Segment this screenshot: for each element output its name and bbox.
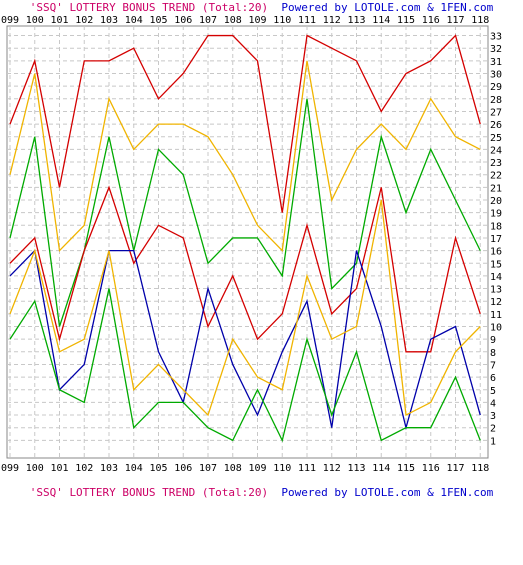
x-tick-label-bottom: 116	[422, 463, 440, 474]
y-tick-label: 1	[490, 436, 496, 447]
x-tick-label-bottom: 103	[100, 463, 118, 474]
x-tick-label-top: 118	[471, 15, 489, 26]
x-tick-label-bottom: 102	[75, 463, 93, 474]
y-tick-label: 9	[490, 335, 496, 346]
y-tick-label: 24	[490, 145, 502, 156]
y-tick-label: 2	[490, 424, 496, 435]
x-tick-label-top: 108	[224, 15, 242, 26]
y-tick-label: 8	[490, 348, 496, 359]
x-tick-label-top: 104	[125, 15, 143, 26]
y-tick-label: 7	[490, 360, 496, 371]
series-line-4	[9, 185, 481, 353]
series-line-1	[9, 34, 481, 213]
y-tick-label: 5	[490, 386, 496, 397]
x-tick-label-top: 117	[446, 15, 464, 26]
y-tick-label: 28	[490, 95, 502, 106]
x-tick-label-bottom: 104	[125, 463, 143, 474]
y-tick-label: 3	[490, 411, 496, 422]
x-tick-label-top: 101	[50, 15, 68, 26]
x-tick-label-top: 103	[100, 15, 118, 26]
x-tick-label-bottom: 108	[224, 463, 242, 474]
y-tick-label: 30	[490, 70, 502, 81]
x-tick-label-bottom: 110	[273, 463, 291, 474]
x-tick-label-top: 102	[75, 15, 93, 26]
y-tick-label: 27	[490, 107, 502, 118]
y-tick-label: 25	[490, 133, 502, 144]
y-tick-label: 13	[490, 285, 502, 296]
y-tick-label: 6	[490, 373, 496, 384]
caption-title: 'SSQ' LOTTERY BONUS TREND (Total:20)	[29, 1, 269, 14]
y-tick-label: 18	[490, 221, 502, 232]
x-tick-label-bottom: 115	[397, 463, 415, 474]
y-tick-label: 14	[490, 272, 502, 283]
y-tick-label: 15	[490, 259, 502, 270]
trend-chart: 0990991001001011011021021031031041041051…	[1, 15, 502, 474]
y-tick-label: 4	[490, 398, 496, 409]
x-tick-label-top: 105	[149, 15, 167, 26]
x-tick-label-top: 107	[199, 15, 217, 26]
x-tick-label-bottom: 118	[471, 463, 489, 474]
y-tick-label: 22	[490, 171, 502, 182]
x-tick-label-bottom: 100	[26, 463, 44, 474]
y-tick-label: 21	[490, 183, 502, 194]
x-tick-label-bottom: 105	[149, 463, 167, 474]
y-tick-label: 29	[490, 82, 502, 93]
y-tick-label: 20	[490, 196, 502, 207]
x-tick-label-bottom: 101	[50, 463, 68, 474]
x-tick-label-bottom: 099	[1, 463, 19, 474]
y-tick-label: 31	[490, 57, 502, 68]
x-tick-label-top: 115	[397, 15, 415, 26]
caption-credit: Powered by LOTOLE.com & 1FEN.com	[281, 1, 494, 14]
y-tick-label: 19	[490, 209, 502, 220]
x-tick-label-top: 099	[1, 15, 19, 26]
series-line-6	[9, 199, 481, 417]
x-tick-label-top: 110	[273, 15, 291, 26]
y-tick-label: 33	[490, 32, 502, 43]
x-tick-label-bottom: 113	[347, 463, 365, 474]
y-tick-label: 12	[490, 297, 502, 308]
y-tick-label: 23	[490, 158, 502, 169]
x-tick-label-top: 113	[347, 15, 365, 26]
x-tick-label-top: 100	[26, 15, 44, 26]
x-tick-label-bottom: 112	[323, 463, 341, 474]
series-line-5	[9, 249, 481, 431]
x-tick-label-top: 112	[323, 15, 341, 26]
x-tick-label-top: 109	[248, 15, 266, 26]
chart-caption-top: 'SSQ' LOTTERY BONUS TREND (Total:20) Pow…	[0, 1, 523, 14]
y-tick-label: 32	[490, 44, 502, 55]
x-tick-label-bottom: 106	[174, 463, 192, 474]
caption-credit-bottom: Powered by LOTOLE.com & 1FEN.com	[281, 486, 494, 499]
series-line-3	[9, 98, 481, 327]
y-tick-label: 10	[490, 323, 502, 334]
caption-title-bottom: 'SSQ' LOTTERY BONUS TREND (Total:20)	[29, 486, 269, 499]
x-tick-label-bottom: 114	[372, 463, 390, 474]
x-tick-label-bottom: 117	[446, 463, 464, 474]
x-tick-label-top: 111	[298, 15, 316, 26]
series-line-2	[9, 60, 481, 253]
x-tick-label-bottom: 111	[298, 463, 316, 474]
chart-caption-bottom: 'SSQ' LOTTERY BONUS TREND (Total:20) Pow…	[0, 486, 523, 499]
y-tick-label: 17	[490, 234, 502, 245]
x-tick-label-top: 114	[372, 15, 390, 26]
y-tick-label: 26	[490, 120, 502, 131]
y-tick-label: 16	[490, 247, 502, 258]
x-tick-label-top: 106	[174, 15, 192, 26]
x-tick-label-bottom: 107	[199, 463, 217, 474]
y-tick-label: 11	[490, 310, 502, 321]
x-tick-label-bottom: 109	[248, 463, 266, 474]
x-tick-label-top: 116	[422, 15, 440, 26]
series-line-7	[9, 288, 481, 443]
